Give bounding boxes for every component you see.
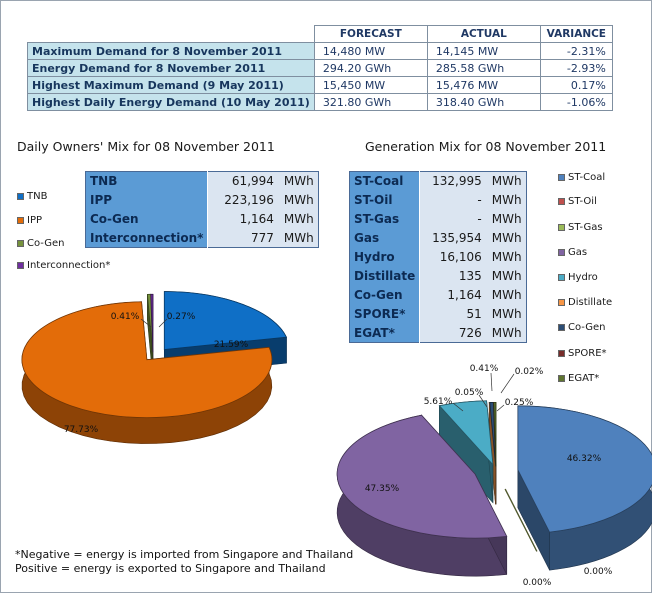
pie-data-label: 47.35% — [365, 484, 400, 494]
owners-mix-pie: 21.59% 77.73% 0.41% 0.27% — [22, 291, 287, 443]
generation-mix-pie: 46.32% 0.00% 0.00% 47.35% 5.61%0.05% 0.41% 0.0… — [337, 364, 652, 588]
pie-data-label: 0.00% — [523, 578, 552, 588]
pie-data-label: 0.00% — [584, 567, 613, 577]
pie-data-label: 5.61% — [424, 397, 453, 407]
footnote-line-1: *Negative = energy is imported from Sing… — [15, 548, 353, 561]
pie-data-label: 0.41% — [470, 364, 499, 374]
pie-data-label: 46.32% — [567, 454, 602, 464]
pie-data-label: 0.02% — [515, 367, 544, 377]
pie-data-label: 0.05% — [455, 388, 484, 398]
pie-data-label: 77.73% — [64, 425, 99, 435]
pie-leader-line — [501, 374, 514, 393]
footnote-line-2: Positive = energy is exported to Singapo… — [15, 562, 326, 575]
pie-data-label: 0.25% — [505, 398, 534, 408]
pie-data-label: 0.27% — [167, 312, 196, 322]
pie-data-label: 0.41% — [111, 312, 140, 322]
pie-data-label: 21.59% — [214, 340, 249, 350]
pie-leader-line — [491, 373, 492, 391]
pie-leader-line — [497, 405, 504, 411]
